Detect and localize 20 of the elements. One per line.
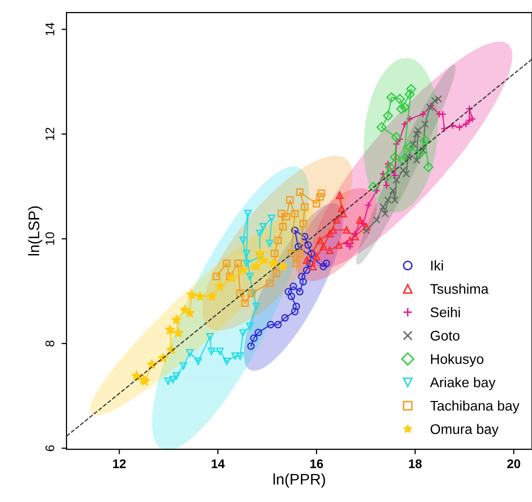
x-tick-label: 16 <box>310 459 324 468</box>
x-tick-label: 14 <box>212 459 225 468</box>
legend-label: Seihi <box>430 307 460 318</box>
x-axis-title: ln(PPR) <box>274 473 326 488</box>
y-tick-label: 12 <box>45 128 54 140</box>
legend-label: Omura bay <box>430 424 499 437</box>
y-tick-label: 8 <box>45 340 54 346</box>
y-tick-label: 14 <box>46 22 54 36</box>
legend-label: Iki <box>431 260 443 270</box>
legend-label: Ariake bay <box>430 377 496 390</box>
legend-label: Tsushima <box>430 284 489 294</box>
legend-label: Hokusyo <box>431 354 484 367</box>
legend-label: Tachibana bay <box>430 400 520 414</box>
legend-label: Goto <box>430 330 460 341</box>
x-tick-label: 18 <box>408 459 422 468</box>
y-tick-label: 10 <box>45 232 54 245</box>
y-axis-title: ln(LSP) <box>28 206 42 256</box>
y-tick-label: 6 <box>45 445 54 452</box>
x-tick-label: 12 <box>113 459 126 468</box>
x-tick-label: 20 <box>507 459 520 468</box>
